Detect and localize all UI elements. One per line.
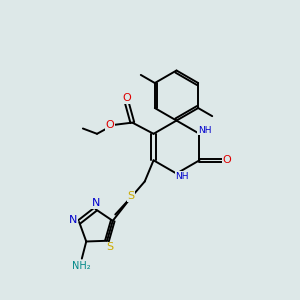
Text: N: N xyxy=(92,198,100,208)
Text: S: S xyxy=(106,242,113,252)
Text: NH₂: NH₂ xyxy=(72,261,91,271)
Text: O: O xyxy=(105,120,114,130)
Text: S: S xyxy=(127,191,134,201)
Text: NH: NH xyxy=(198,126,211,135)
Text: N: N xyxy=(68,214,77,225)
Text: NH: NH xyxy=(175,172,189,181)
Text: O: O xyxy=(223,155,231,165)
Text: O: O xyxy=(123,93,131,103)
